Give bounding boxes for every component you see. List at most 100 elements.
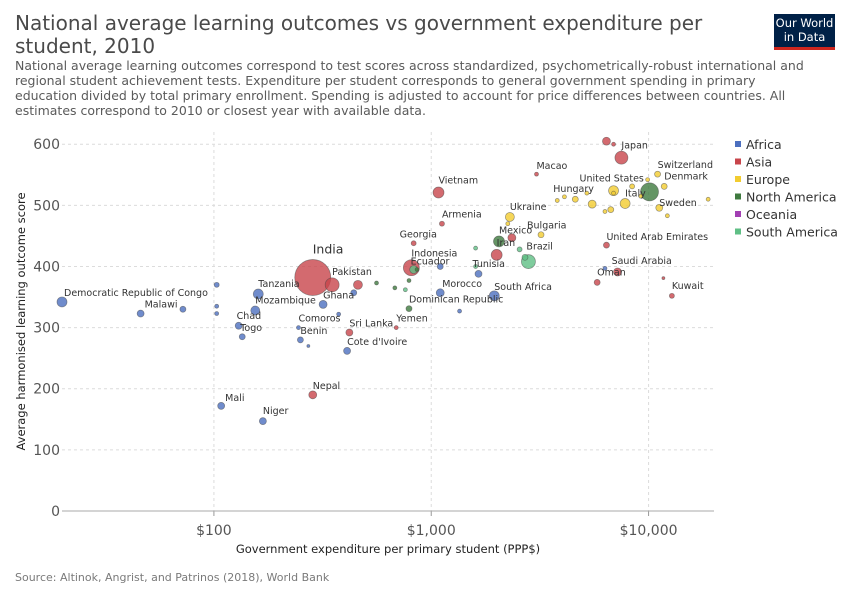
point-saudi-arabia[interactable]	[613, 267, 622, 277]
point-point-72[interactable]	[406, 278, 412, 283]
point-togo[interactable]	[238, 333, 246, 341]
point-point-44[interactable]	[661, 276, 666, 280]
point-point-78[interactable]	[473, 245, 478, 251]
point-armenia[interactable]	[439, 220, 445, 227]
point-point-55[interactable]	[611, 190, 616, 196]
point-point-70[interactable]	[374, 280, 379, 286]
point-point-4[interactable]	[214, 303, 220, 309]
point-point-79[interactable]	[402, 287, 408, 293]
point-point-18[interactable]	[306, 344, 311, 348]
point-hungary[interactable]	[571, 195, 579, 203]
point-point-50[interactable]	[554, 198, 560, 203]
point-ghana[interactable]	[318, 300, 328, 309]
point-switzerland[interactable]	[654, 170, 661, 178]
point-italy[interactable]	[619, 198, 631, 209]
point-india[interactable]	[294, 259, 332, 296]
legend-item-asia[interactable]: Asia	[746, 155, 772, 170]
point-mexico[interactable]	[493, 235, 505, 248]
point-point-66[interactable]	[645, 177, 650, 183]
point-georgia[interactable]	[410, 240, 417, 247]
point-united-arab-emirates[interactable]	[603, 241, 610, 249]
point-pakistan[interactable]	[324, 277, 340, 293]
label-sri-lanka: Sri Lanka	[349, 319, 393, 330]
point-mali[interactable]	[217, 402, 226, 410]
point-point-53[interactable]	[602, 209, 608, 214]
point-chad[interactable]	[234, 321, 243, 330]
point-point-15[interactable]	[336, 311, 342, 317]
label-iran: Iran	[497, 238, 516, 249]
point-democratic-republic-of-congo[interactable]	[56, 296, 68, 308]
point-morocco[interactable]	[435, 288, 445, 298]
point-oman[interactable]	[593, 279, 601, 286]
point-malawi[interactable]	[136, 309, 145, 318]
logo-line-1: Our World	[775, 16, 834, 30]
point-sri-lanka[interactable]	[345, 328, 354, 337]
point-point-20[interactable]	[457, 308, 462, 314]
point-cote-d-ivoire[interactable]	[343, 346, 351, 355]
point-mozambique[interactable]	[250, 305, 261, 316]
label-oman: Oman	[597, 267, 626, 278]
x-axis-title: Government expenditure per primary stude…	[236, 542, 540, 556]
legend-item-africa[interactable]: Africa	[746, 137, 782, 152]
point-point-76[interactable]	[516, 246, 523, 253]
point-point-80[interactable]	[473, 264, 478, 269]
point-point-52[interactable]	[584, 190, 590, 196]
point-kuwait[interactable]	[669, 292, 675, 299]
label-united-states: United States	[580, 174, 644, 185]
label-mali: Mali	[225, 393, 244, 404]
point-point-77[interactable]	[521, 253, 529, 261]
point-point-3[interactable]	[213, 281, 220, 288]
point-yemen[interactable]	[393, 325, 399, 330]
point-point-51[interactable]	[587, 199, 597, 209]
label-kuwait: Kuwait	[672, 281, 704, 292]
point-tanzania[interactable]	[252, 288, 264, 300]
point-sweden[interactable]	[655, 203, 664, 212]
point-point-48[interactable]	[505, 221, 511, 227]
point-tunisia[interactable]	[474, 269, 483, 278]
label-togo: Togo	[239, 323, 262, 334]
label-tanzania: Tanzania	[257, 279, 299, 290]
point-point-64[interactable]	[705, 196, 711, 202]
point-vietnam[interactable]	[432, 186, 445, 199]
point-south-africa[interactable]	[488, 290, 500, 302]
point-benin[interactable]	[297, 336, 304, 344]
point-point-16[interactable]	[350, 289, 358, 297]
point-united-states[interactable]	[608, 185, 619, 197]
point-japan[interactable]	[614, 150, 629, 165]
point-point-40[interactable]	[611, 141, 616, 147]
point-point-56[interactable]	[629, 183, 635, 190]
point-iran[interactable]	[490, 249, 503, 261]
point-point-27[interactable]	[353, 279, 363, 290]
point-point-71[interactable]	[392, 285, 398, 291]
y-tick-label: 100	[33, 443, 60, 459]
owid-logo[interactable]: Our World in Data	[774, 14, 835, 50]
point-point-23[interactable]	[436, 263, 444, 270]
point-ukraine[interactable]	[505, 212, 515, 222]
point-point-5[interactable]	[214, 311, 220, 316]
legend-item-europe[interactable]: Europe	[746, 172, 790, 187]
point-bulgaria[interactable]	[537, 231, 545, 239]
point-point-24[interactable]	[602, 265, 608, 271]
chart-subtitle: National average learning outcomes corre…	[15, 58, 804, 118]
label-bulgaria: Bulgaria	[527, 221, 566, 232]
legend-swatch-south-america	[735, 228, 741, 235]
point-macao[interactable]	[534, 171, 539, 177]
point-point-36[interactable]	[507, 233, 517, 243]
legend-item-south-america[interactable]: South America	[746, 225, 838, 240]
point-dominican-republic[interactable]	[405, 305, 413, 313]
label-ghana: Ghana	[323, 290, 354, 301]
point-point-65[interactable]	[562, 194, 567, 200]
point-point-2[interactable]	[179, 305, 187, 313]
point-point-63[interactable]	[664, 213, 670, 219]
point-nepal[interactable]	[308, 390, 318, 400]
point-comoros[interactable]	[296, 325, 301, 330]
point-point-73[interactable]	[414, 267, 420, 272]
point-niger[interactable]	[259, 417, 267, 425]
point-point-68[interactable]	[640, 182, 659, 202]
point-point-39[interactable]	[602, 136, 611, 146]
point-point-54[interactable]	[607, 206, 615, 213]
legend-item-oceania[interactable]: Oceania	[746, 207, 797, 222]
point-point-59[interactable]	[638, 193, 644, 199]
point-denmark[interactable]	[660, 183, 668, 190]
legend-item-north-america[interactable]: North America	[746, 190, 837, 205]
